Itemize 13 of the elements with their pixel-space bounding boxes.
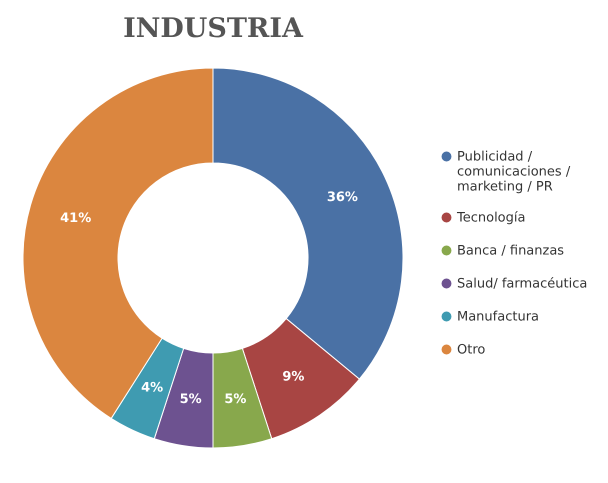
legend-label: Publicidad / comunicaciones / marketing / PR [457,150,571,194]
data-label: 36% [326,190,358,206]
legend-label: Tecnología [456,210,526,226]
legend-label: Manufactura [457,310,539,324]
data-label: 5% [180,392,202,408]
legend-label: Salud/ farmacéutica [457,276,588,292]
legend-label: Otro [457,342,486,358]
chart-title: INDUSTRIA [123,13,304,44]
data-label: 5% [224,392,246,408]
legend-label: Banca / finanzas [457,244,564,258]
data-label: 9% [282,369,304,384]
data-label: 4% [141,380,164,396]
data-label: 41% [60,211,92,226]
